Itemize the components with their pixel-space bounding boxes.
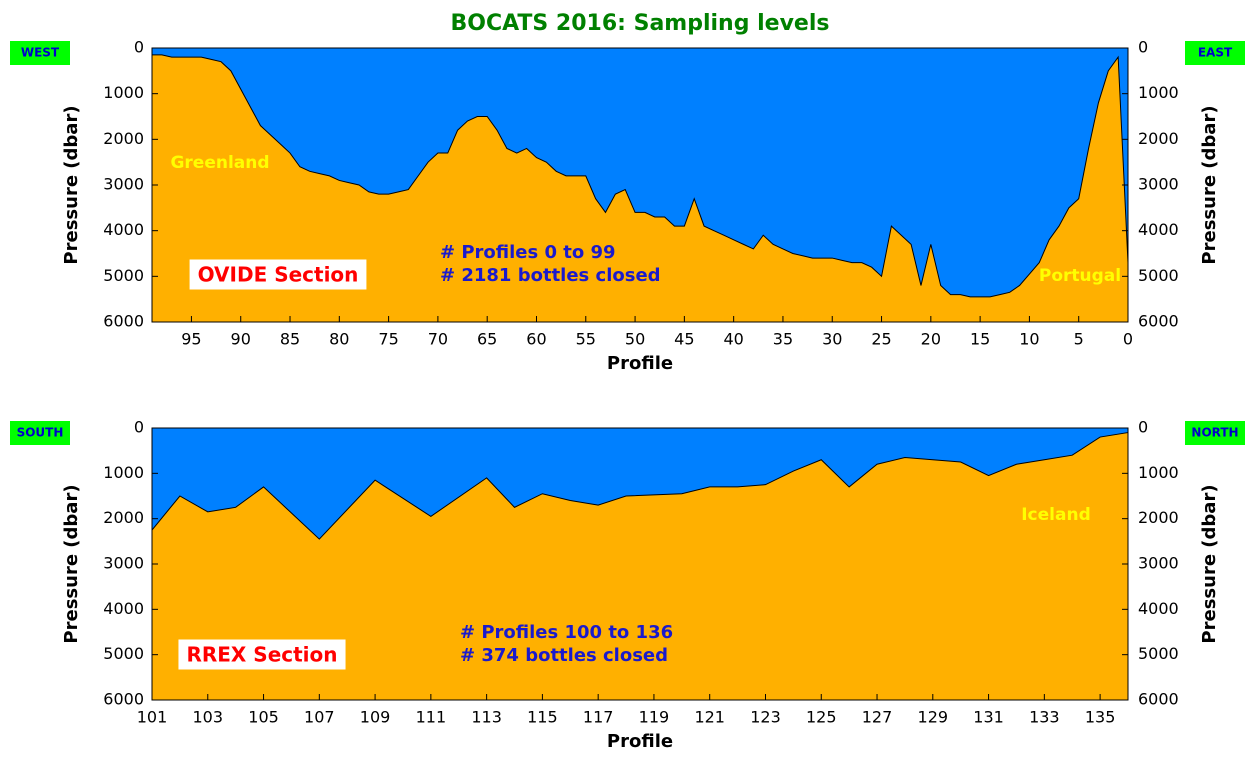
x-tick-label: 95 [181,330,201,349]
stat-label: # 2181 bottles closed [440,265,661,286]
x-tick-label: 50 [625,330,645,349]
y2-tick-label: 4000 [1138,220,1179,239]
x-tick-label: 111 [416,708,447,727]
seafloor [151,54,1129,323]
y-axis-label: Pressure (dbar) [61,484,82,643]
x-tick-label: 113 [471,708,502,727]
y-tick-label: 3000 [103,175,144,194]
x-tick-label: 15 [970,330,990,349]
y2-tick-label: 3000 [1138,554,1179,573]
y-tick-label: 1000 [103,463,144,482]
section-label: RREX Section [186,643,337,667]
panel: BOCATS 2016: Sampling levels 0 0 1000 1000 20… [10,11,1245,374]
section-label: OVIDE Section [198,263,359,287]
y2-axis-label: Pressure (dbar) [1199,105,1220,264]
x-tick-label: 20 [921,330,941,349]
direction-label: NORTH [1191,426,1238,440]
place-label: Portugal [1039,266,1121,286]
y-axis-label: Pressure (dbar) [61,105,82,264]
place-label: Greenland [170,153,269,173]
direction-box [10,421,70,445]
x-tick-label: 105 [248,708,279,727]
stat-label: # Profiles 100 to 136 [460,622,673,643]
y-tick-label: 1000 [103,83,144,102]
y2-tick-label: 5000 [1138,644,1179,663]
y-tick-label: 2000 [103,508,144,527]
x-tick-label: 129 [918,708,949,727]
x-tick-label: 40 [723,330,743,349]
y-tick-label: 5000 [103,644,144,663]
x-tick-label: 123 [750,708,781,727]
x-tick-label: 55 [576,330,596,349]
x-axis-label: Profile [607,353,673,374]
x-tick-label: 109 [360,708,391,727]
y2-tick-label: 1000 [1138,463,1179,482]
y-tick-label: 0 [134,38,144,57]
y2-tick-label: 6000 [1138,690,1179,709]
x-tick-label: 117 [583,708,614,727]
stat-label: # Profiles 0 to 99 [440,242,616,263]
x-tick-label: 65 [477,330,497,349]
y2-tick-label: 6000 [1138,312,1179,331]
y2-tick-label: 2000 [1138,508,1179,527]
x-tick-label: 35 [773,330,793,349]
x-tick-label: 107 [304,708,335,727]
chart-title: BOCATS 2016: Sampling levels [450,11,829,36]
x-tick-label: 131 [973,708,1004,727]
y-tick-label: 4000 [103,599,144,618]
x-tick-label: 30 [822,330,842,349]
x-tick-label: 133 [1029,708,1060,727]
x-tick-label: 125 [806,708,837,727]
y2-tick-label: 3000 [1138,175,1179,194]
place-label: Iceland [1021,505,1091,525]
direction-box [1185,421,1245,445]
y2-tick-label: 0 [1138,418,1148,437]
y2-tick-label: 0 [1138,38,1148,57]
y-tick-label: 5000 [103,266,144,285]
section-box [178,639,346,670]
direction-label: WEST [21,46,60,60]
y-tick-label: 0 [134,418,144,437]
y-tick-label: 6000 [103,690,144,709]
direction-box [1185,41,1245,65]
direction-box [10,41,70,65]
seafloor [151,431,1129,701]
stat-label: # 374 bottles closed [460,645,668,666]
x-tick-label: 5 [1074,330,1084,349]
panel: 0 0 1000 1000 2000 2000 3000 3000 4000 4000 5000 50… [10,418,1245,752]
x-tick-label: 121 [694,708,725,727]
x-tick-label: 115 [527,708,558,727]
x-tick-label: 135 [1085,708,1116,727]
x-tick-label: 70 [428,330,448,349]
y-tick-label: 4000 [103,220,144,239]
y-tick-label: 3000 [103,554,144,573]
y-tick-label: 6000 [103,312,144,331]
x-tick-label: 101 [137,708,168,727]
x-tick-label: 90 [231,330,251,349]
x-tick-label: 25 [871,330,891,349]
x-tick-label: 127 [862,708,893,727]
x-tick-label: 45 [674,330,694,349]
y2-tick-label: 1000 [1138,83,1179,102]
x-tick-label: 10 [1019,330,1039,349]
y-tick-label: 2000 [103,129,144,148]
y2-tick-label: 2000 [1138,129,1179,148]
x-axis-label: Profile [607,731,673,752]
direction-label: EAST [1198,46,1233,60]
x-tick-label: 103 [192,708,223,727]
y2-tick-label: 5000 [1138,266,1179,285]
direction-label: SOUTH [17,426,64,440]
x-tick-label: 75 [378,330,398,349]
x-tick-label: 119 [639,708,670,727]
x-tick-label: 0 [1123,330,1133,349]
x-tick-label: 60 [526,330,546,349]
x-tick-label: 85 [280,330,300,349]
section-box [189,259,367,290]
x-tick-label: 80 [329,330,349,349]
y2-axis-label: Pressure (dbar) [1199,484,1220,643]
y2-tick-label: 4000 [1138,599,1179,618]
